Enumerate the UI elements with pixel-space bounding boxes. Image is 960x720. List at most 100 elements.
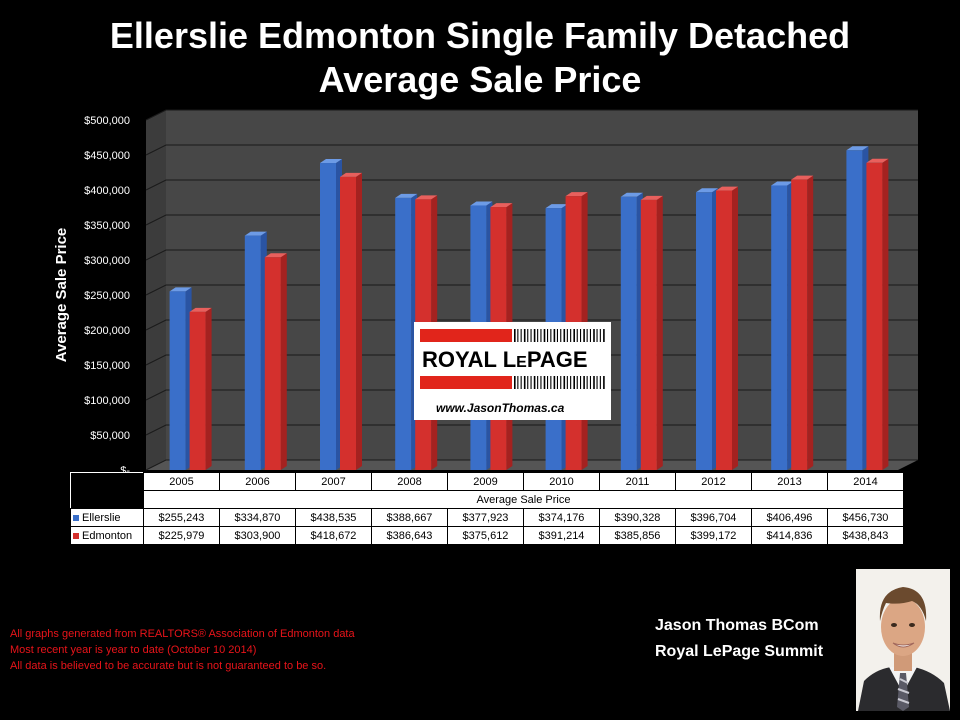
bar-top-edmonton: [490, 203, 513, 208]
logo-url: www.JasonThomas.ca: [436, 401, 565, 415]
y-tick-label: $150,000: [84, 360, 130, 372]
bar-edmonton-2005: [189, 311, 206, 470]
bar-top-edmonton: [264, 253, 287, 258]
bar-top-ellerslie: [244, 231, 267, 236]
table-header-2005: 2005: [143, 472, 220, 491]
bar-top-edmonton: [791, 175, 814, 180]
table-header-2008: 2008: [371, 472, 448, 491]
table-cell: $334,870: [219, 508, 296, 527]
bar-chart: $- $50,000 $100,000 $150,000 $200,000 $250,00…: [53, 109, 918, 477]
bar-ellerslie-2005: [169, 291, 186, 470]
bar-side-edmonton: [205, 307, 212, 470]
disclaimer-line-1: All graphs generated from REALTORS® Asso…: [10, 628, 355, 640]
bar-edmonton-2006: [264, 257, 281, 470]
bar-top-edmonton: [640, 195, 663, 200]
table-cell: $390,328: [599, 508, 676, 527]
bar-top-edmonton: [415, 195, 438, 200]
agent-name: Jason Thomas BCom: [655, 617, 819, 634]
table-header-2013: 2013: [751, 472, 828, 491]
table-row-edmonton: Edmonton $225,979 $303,900 $418,672 $386…: [70, 526, 904, 545]
bar-top-ellerslie: [320, 159, 342, 164]
y-tick-label: $300,000: [84, 255, 130, 267]
table-cell: $418,672: [295, 526, 372, 545]
y-tick-label: $250,000: [84, 290, 130, 302]
table-header-2009: 2009: [447, 472, 524, 491]
gridline: [145, 459, 918, 471]
table-cell: $414,836: [751, 526, 828, 545]
bar-side-edmonton: [807, 175, 814, 470]
bar-side-edmonton: [882, 158, 889, 470]
logo-wordmark: ROYAL LEPAGE: [422, 347, 588, 372]
table-cell: $391,214: [523, 526, 600, 545]
legend-swatch-edmonton: [73, 532, 79, 539]
gridline: [145, 424, 918, 436]
table-header-2006: 2006: [219, 472, 296, 491]
bar-edmonton-2014: [866, 162, 883, 470]
legend-ellerslie: Ellerslie: [70, 508, 144, 527]
bar-side-edmonton: [356, 172, 362, 470]
y-axis-label: Average Sale Price: [53, 228, 70, 363]
table-cell: $303,900: [219, 526, 296, 545]
y-tick-label: $50,000: [90, 430, 130, 442]
bar-edmonton-2007: [340, 176, 356, 470]
table-header-row: 2005 2006 2007 2008 2009 2010 2011 2012 …: [70, 472, 904, 491]
table-header-2011: 2011: [599, 472, 676, 491]
bar-edmonton-2013: [791, 179, 808, 470]
gridline: [145, 214, 918, 226]
gridline: [145, 354, 918, 366]
table-corner: [70, 472, 144, 491]
bar-top-edmonton: [565, 192, 588, 197]
y-tick-label: $200,000: [84, 325, 130, 337]
table-cell: $438,843: [827, 526, 904, 545]
bar-side-edmonton: [280, 253, 287, 470]
gridline: [145, 179, 918, 191]
bar-ellerslie-2013: [771, 185, 788, 470]
table-cell: $374,176: [523, 508, 600, 527]
x-axis-title: Average Sale Price: [143, 490, 904, 509]
bar-side-edmonton: [656, 195, 663, 470]
table-cell: $399,172: [675, 526, 752, 545]
y-tick-label: $500,000: [84, 115, 130, 127]
bar-ellerslie-2014: [846, 150, 863, 470]
bar-top-ellerslie: [169, 287, 192, 292]
agent-portrait-graphic: [856, 569, 950, 711]
y-tick-label: $450,000: [84, 150, 130, 162]
bar-edmonton-2011: [640, 199, 657, 470]
bar-ellerslie-2007: [320, 163, 336, 470]
bar-top-edmonton: [340, 172, 362, 177]
gridline: [145, 249, 918, 261]
table-cell: $388,667: [371, 508, 448, 527]
gridline: [145, 109, 918, 121]
gridline: [145, 144, 918, 156]
title-line-2: Average Sale Price: [318, 59, 642, 100]
table-cell: $385,856: [599, 526, 676, 545]
bar-ellerslie-2011: [620, 196, 637, 471]
bar-top-edmonton: [716, 186, 738, 191]
disclaimer-line-3: All data is believed to be accurate but …: [10, 660, 327, 672]
bar-ellerslie-2006: [244, 235, 261, 470]
y-tick-label: $100,000: [84, 395, 130, 407]
disclaimer-line-2: Most recent year is year to date (Octobe…: [10, 644, 257, 656]
table-row-ellerslie: Ellerslie $255,243 $334,870 $438,535 $38…: [70, 508, 904, 527]
table-header-2010: 2010: [523, 472, 600, 491]
agent-office: Royal LePage Summit: [655, 643, 824, 660]
data-table: 2005 2006 2007 2008 2009 2010 2011 2012 …: [70, 472, 904, 545]
gridline: [145, 319, 918, 331]
table-cell: $377,923: [447, 508, 524, 527]
table-header-2012: 2012: [675, 472, 752, 491]
table-cell: $438,535: [295, 508, 372, 527]
bar-top-ellerslie: [696, 188, 718, 193]
gridline: [145, 284, 918, 296]
chart-title: Ellerslie Edmonton Single Family Detache…: [0, 14, 960, 102]
title-line-1: Ellerslie Edmonton Single Family Detache…: [109, 15, 851, 56]
agent-info: Jason Thomas BCom Royal LePage Summit: [655, 613, 823, 665]
table-axis-title-row: Average Sale Price: [70, 490, 904, 509]
royal-lepage-logo: ROYAL LEPAGE www.JasonThomas.ca: [414, 322, 611, 420]
bar-top-ellerslie: [620, 192, 643, 197]
bar-ellerslie-2008: [395, 197, 412, 470]
bar-top-edmonton: [189, 307, 212, 312]
y-tick-label: $400,000: [84, 185, 130, 197]
bar-top-ellerslie: [771, 181, 794, 186]
bar-top-edmonton: [866, 158, 889, 163]
agent-photo: [856, 569, 950, 711]
